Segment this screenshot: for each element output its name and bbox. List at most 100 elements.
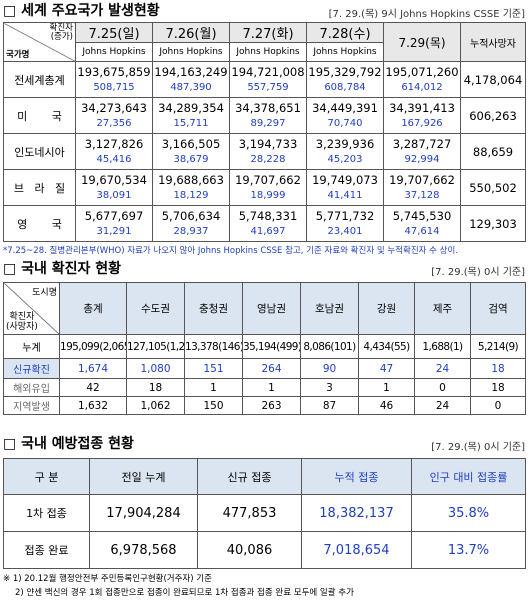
vaccine-table: 구 분 전일 누계 신규 접종 누적 접종 인구 대비 접종률 1차 접종 17,904,2… bbox=[3, 458, 526, 569]
deaths: 606,263 bbox=[460, 97, 526, 134]
case-increase: 27,356 bbox=[96, 117, 132, 129]
footnote: 2) 얀센 백신의 경우 1회 접종만으로 접종이 완료되므로 1차 접종과 접… bbox=[15, 588, 354, 598]
case-increase: 89,297 bbox=[250, 117, 286, 129]
footnote: ※ 1) 20.12월 행정안전부 주민등록인구현황(거주자) 기준 bbox=[3, 574, 212, 584]
corner-label: 확진자 bbox=[9, 312, 35, 322]
column-header: 신규 접종 bbox=[197, 458, 302, 495]
value-cell: 42 bbox=[59, 378, 127, 397]
value-cell: 150 bbox=[184, 396, 243, 415]
case-increase: 38,679 bbox=[173, 153, 209, 165]
corner-top: 도시명 bbox=[32, 288, 57, 298]
total-cases: 3,166,505 bbox=[161, 136, 221, 151]
country-name: 브 라 질 bbox=[3, 169, 76, 206]
case-increase: 608,784 bbox=[324, 81, 366, 93]
corner-top: 확진자 (증가) bbox=[50, 24, 73, 42]
column-header: 전일 누계 bbox=[89, 458, 198, 495]
case-increase: 557,759 bbox=[247, 81, 289, 93]
data-row: 1차 접종 17,904,284 477,853 18,382,137 35.8% bbox=[3, 494, 526, 532]
case-increase: 28,228 bbox=[250, 153, 286, 165]
value-cell: 1,688(1) bbox=[414, 334, 471, 359]
region-header: 제주 bbox=[414, 282, 471, 335]
total-cases: 34,273,643 bbox=[81, 100, 147, 115]
source-header: Johns Hopkins bbox=[152, 42, 230, 62]
case-increase: 18,129 bbox=[173, 189, 209, 201]
corner-label: 확진자 bbox=[49, 23, 73, 33]
country-name: 미 국 bbox=[3, 97, 76, 134]
region-header: 총계 bbox=[59, 282, 127, 335]
value-cell: 127,105(1,274) bbox=[126, 334, 185, 359]
section-header: □ 국내 확진자 현황 [7. 29.(목) 0시 기준] bbox=[3, 260, 525, 278]
total-cases: 19,707,662 bbox=[389, 172, 455, 187]
value-cell: 1,080 bbox=[126, 358, 185, 379]
country-row: 인도네시아 3,127,826 45,416 3,166,505 38,679 3,194… bbox=[3, 133, 526, 170]
corner-cell: 확진자 (증가) 국가명 bbox=[3, 22, 76, 62]
total-cases: 5,748,331 bbox=[238, 208, 298, 223]
total-cases: 3,194,733 bbox=[238, 136, 298, 151]
column-header: 인구 대비 접종률 bbox=[411, 458, 526, 495]
case-cell: 3,239,936 45,203 bbox=[306, 133, 384, 170]
header-row: 구 분 전일 누계 신규 접종 누적 접종 인구 대비 접종률 bbox=[3, 458, 526, 495]
value-cell: 8,086(101) bbox=[300, 334, 359, 359]
value-cell: 18 bbox=[126, 378, 185, 397]
total-cases: 5,745,530 bbox=[392, 208, 452, 223]
case-increase: 167,926 bbox=[401, 117, 443, 129]
world-section: □ 세계 주요국가 발생현황 [7. 29.(목) 9시 Johns Hopkin… bbox=[3, 2, 526, 256]
value-cell: 1 bbox=[184, 378, 243, 397]
region-header: 충청권 bbox=[184, 282, 243, 335]
country-name: 인도네시아 bbox=[3, 133, 76, 170]
value-cell: 40,086 bbox=[197, 531, 302, 569]
value-cell: 24 bbox=[414, 358, 471, 379]
case-increase: 15,711 bbox=[173, 117, 209, 129]
case-increase: 23,401 bbox=[327, 225, 363, 237]
value-cell: 90 bbox=[300, 358, 359, 379]
case-increase: 508,715 bbox=[93, 81, 135, 93]
case-cell: 3,127,826 45,416 bbox=[75, 133, 153, 170]
total-cases: 34,391,413 bbox=[389, 100, 455, 115]
corner-label: (사망자) bbox=[6, 322, 38, 332]
basis-date: [7. 29.(목) 9시 Johns Hopkins CSSE 기준] bbox=[328, 9, 525, 20]
case-cell: 3,194,733 28,228 bbox=[229, 133, 307, 170]
column-header: 구 분 bbox=[3, 458, 90, 495]
section-title: □ 국내 확진자 현황 bbox=[3, 261, 122, 277]
total-cases: 3,127,826 bbox=[84, 136, 144, 151]
value-cell: 35.8% bbox=[411, 494, 526, 532]
case-cell: 19,688,663 18,129 bbox=[152, 169, 230, 206]
header-row: 확진자 (증가) 국가명 7.25(일) 7.26(월) 7.27(화) 7.28(수) 7.… bbox=[3, 22, 526, 62]
value-cell: 477,853 bbox=[197, 494, 302, 532]
total-cases: 195,329,792 bbox=[308, 64, 382, 79]
total-cases: 34,378,651 bbox=[235, 100, 301, 115]
case-increase: 41,697 bbox=[250, 225, 286, 237]
case-increase: 92,994 bbox=[404, 153, 440, 165]
case-increase: 614,012 bbox=[401, 81, 443, 93]
value-cell: 18 bbox=[470, 378, 526, 397]
total-cases: 195,071,260 bbox=[385, 64, 459, 79]
case-cell: 5,771,732 23,401 bbox=[306, 205, 384, 242]
data-row: 지역발생 1,632 1,062 150 263 87 46 24 0 bbox=[3, 396, 526, 415]
region-header: 강원 bbox=[358, 282, 415, 335]
case-increase: 28,937 bbox=[173, 225, 209, 237]
case-cell: 3,166,505 38,679 bbox=[152, 133, 230, 170]
value-cell: 3 bbox=[300, 378, 359, 397]
case-cell: 193,675,859 508,715 bbox=[75, 61, 153, 98]
value-cell: 35,194(499) bbox=[242, 334, 301, 359]
date-header: 7.29(목) bbox=[383, 22, 461, 62]
value-cell: 1,674 bbox=[59, 358, 127, 379]
total-cases: 194,163,249 bbox=[154, 64, 228, 79]
country-row: 전세계총계 193,675,859 508,715 194,163,249 487,39… bbox=[3, 61, 526, 98]
value-cell: 195,099(2,065) bbox=[59, 334, 127, 359]
total-cases: 193,675,859 bbox=[77, 64, 151, 79]
date-header: 7.25(일) bbox=[75, 22, 153, 43]
source-header: Johns Hopkins bbox=[229, 42, 307, 62]
country-row: 미 국 34,273,643 27,356 34,289,354 15,711 34,37… bbox=[3, 97, 526, 134]
value-cell: 13,378(146) bbox=[184, 334, 243, 359]
row-label: 누계 bbox=[3, 334, 60, 359]
data-row: 접종 완료 6,978,568 40,086 7,018,654 13.7% bbox=[3, 531, 526, 569]
case-increase: 45,203 bbox=[327, 153, 363, 165]
region-header: 수도권 bbox=[126, 282, 185, 335]
value-cell: 18,382,137 bbox=[301, 494, 412, 532]
case-cell: 19,670,534 38,091 bbox=[75, 169, 153, 206]
date-header: 7.26(월) bbox=[152, 22, 230, 43]
value-cell: 151 bbox=[184, 358, 243, 379]
case-cell: 194,721,008 557,759 bbox=[229, 61, 307, 98]
